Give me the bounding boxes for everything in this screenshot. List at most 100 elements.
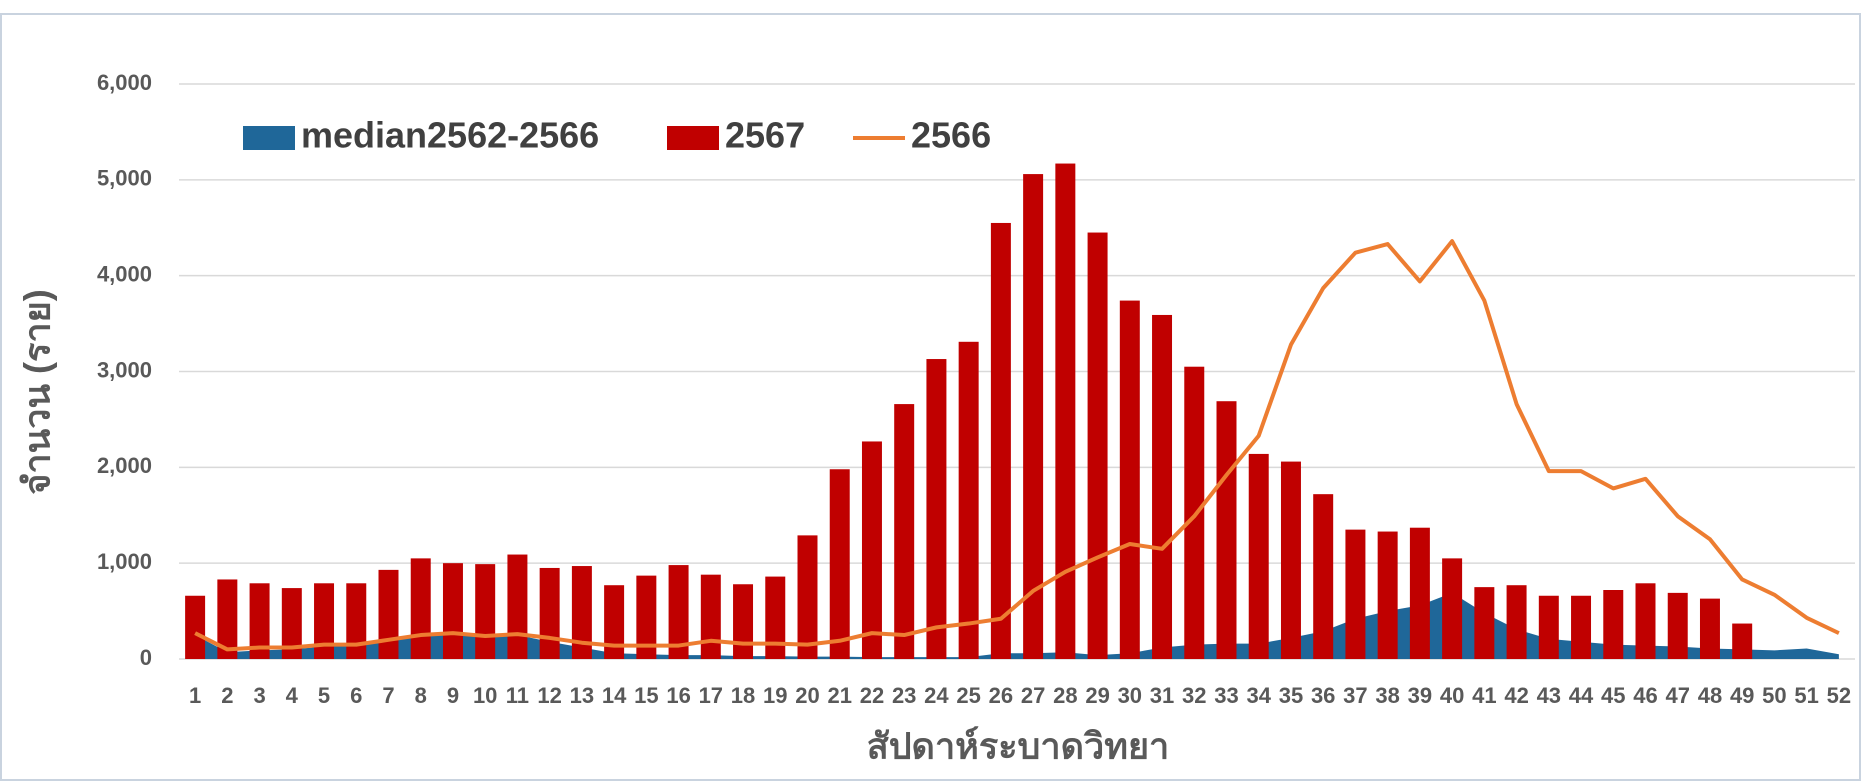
bar — [1538, 595, 1559, 659]
x-tick-label: 5 — [318, 683, 330, 708]
x-tick-label: 49 — [1730, 683, 1754, 708]
bar — [1280, 461, 1301, 659]
bar — [249, 583, 270, 659]
bar — [314, 583, 335, 659]
x-tick-label: 15 — [634, 683, 658, 708]
x-tick-label: 46 — [1633, 683, 1657, 708]
x-tick-label: 42 — [1504, 683, 1528, 708]
x-tick-label: 25 — [956, 683, 980, 708]
bar — [185, 595, 206, 659]
y-tick-label: 1,000 — [97, 549, 152, 574]
bar — [1152, 314, 1173, 659]
y-tick-label: 6,000 — [97, 70, 152, 95]
bar — [1345, 529, 1366, 659]
bar — [990, 222, 1011, 660]
bar — [1571, 595, 1592, 659]
bar — [1635, 583, 1656, 659]
x-tick-label: 52 — [1827, 683, 1851, 708]
line — [194, 239, 1840, 652]
bar — [539, 567, 560, 659]
legend: median2562-2566 2567 2566 — [243, 115, 991, 156]
bar — [1474, 587, 1495, 659]
bar — [1313, 494, 1334, 659]
bar — [1087, 232, 1108, 659]
legend-label: 2567 — [725, 115, 805, 156]
x-tick-label: 21 — [827, 683, 851, 708]
x-tick-label: 28 — [1053, 683, 1077, 708]
x-tick-label: 39 — [1408, 683, 1432, 708]
bar — [958, 341, 979, 659]
bar — [733, 584, 754, 659]
x-tick-label: 2 — [221, 683, 233, 708]
bar — [926, 359, 947, 659]
x-tick-label: 3 — [253, 683, 265, 708]
x-tick-label: 44 — [1569, 683, 1594, 708]
x-tick-label: 37 — [1343, 683, 1367, 708]
bar — [475, 564, 496, 659]
y-tick-label: 4,000 — [97, 261, 152, 286]
bar — [765, 576, 786, 659]
bar — [636, 575, 657, 659]
x-tick-label: 6 — [350, 683, 362, 708]
x-axis-title: สัปดาห์ระบาดวิทยา — [867, 726, 1170, 767]
x-tick-label: 4 — [286, 683, 299, 708]
x-tick-label: 45 — [1601, 683, 1625, 708]
x-tick-label: 22 — [860, 683, 884, 708]
x-tick-label: 7 — [382, 683, 394, 708]
x-tick-label: 17 — [699, 683, 723, 708]
bar — [861, 441, 882, 659]
bar — [829, 469, 850, 659]
y-tick-label: 5,000 — [97, 166, 152, 191]
bar — [378, 569, 399, 659]
bar — [1732, 623, 1753, 659]
y-axis-title: จำนวน (ราย) — [17, 289, 58, 494]
bar — [1023, 174, 1044, 660]
x-tick-label: 13 — [570, 683, 594, 708]
legend-swatch — [243, 126, 295, 150]
x-tick-label: 36 — [1311, 683, 1335, 708]
x-tick-label: 26 — [989, 683, 1013, 708]
x-tick-label: 31 — [1150, 683, 1174, 708]
x-tick-label: 9 — [447, 683, 459, 708]
x-tick-label: 11 — [506, 683, 529, 708]
bar — [1184, 366, 1205, 659]
x-tick-label: 47 — [1665, 683, 1689, 708]
x-tick-label: 51 — [1794, 683, 1818, 708]
x-tick-label: 18 — [731, 683, 755, 708]
bar — [442, 563, 463, 659]
x-tick-label: 50 — [1762, 683, 1786, 708]
x-tick-label: 32 — [1182, 683, 1206, 708]
x-tick-label: 29 — [1085, 683, 1109, 708]
x-tick-label: 24 — [924, 683, 949, 708]
legend-label: 2566 — [911, 115, 991, 156]
legend-swatch — [667, 126, 719, 150]
x-tick-label: 38 — [1375, 683, 1399, 708]
x-tick-label: 48 — [1698, 683, 1722, 708]
x-tick-label: 27 — [1021, 683, 1045, 708]
bar — [507, 554, 528, 659]
bar — [1667, 592, 1688, 659]
x-tick-label: 40 — [1440, 683, 1464, 708]
x-tick-label: 34 — [1246, 683, 1271, 708]
bar — [604, 585, 625, 659]
x-tick-label: 33 — [1214, 683, 1238, 708]
x-tick-label: 35 — [1279, 683, 1303, 708]
bar — [346, 583, 367, 659]
bar — [1603, 590, 1624, 659]
x-tick-label: 20 — [795, 683, 819, 708]
bar — [1506, 585, 1527, 659]
bar — [1248, 453, 1269, 659]
x-tick-label: 12 — [537, 683, 561, 708]
bar — [797, 535, 818, 659]
bar — [668, 565, 689, 659]
x-tick-label: 10 — [473, 683, 497, 708]
legend-label: median2562-2566 — [301, 115, 599, 156]
bar — [1055, 163, 1076, 659]
x-tick-label: 41 — [1472, 683, 1496, 708]
x-tick-label: 1 — [189, 683, 201, 708]
bar — [894, 404, 915, 659]
x-tick-label: 16 — [666, 683, 690, 708]
x-tick-label: 8 — [415, 683, 427, 708]
bar — [1377, 531, 1398, 659]
